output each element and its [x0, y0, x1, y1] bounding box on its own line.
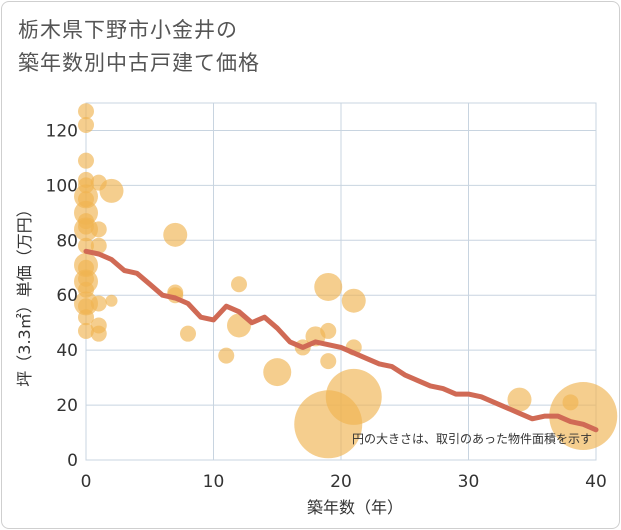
data-point — [163, 222, 188, 247]
y-tick-label: 120 — [46, 121, 78, 141]
data-point — [99, 178, 124, 203]
data-point — [78, 152, 94, 169]
x-tick-label: 40 — [585, 472, 607, 492]
y-tick-label: 20 — [56, 396, 78, 416]
x-tick-label: 0 — [81, 472, 92, 492]
data-point — [549, 382, 618, 451]
data-point — [78, 298, 94, 315]
y-tick-label: 60 — [56, 286, 78, 306]
y-tick-label: 100 — [46, 176, 78, 196]
trend-line-group — [83, 248, 599, 433]
chart-title-line2: 築年数別中古戸建て価格 — [18, 51, 260, 75]
y-tick-label: 40 — [56, 341, 78, 361]
x-tick-label: 10 — [203, 472, 225, 492]
data-point — [180, 325, 196, 342]
data-point — [507, 387, 532, 412]
data-point — [74, 217, 98, 242]
data-point — [263, 358, 292, 387]
y-tick-label: 0 — [67, 451, 78, 471]
data-points — [74, 103, 618, 459]
x-axis-label: 築年数（年） — [307, 498, 403, 517]
data-point — [314, 272, 343, 301]
data-point — [320, 322, 337, 339]
data-point — [325, 368, 382, 425]
data-point — [231, 276, 247, 293]
data-point — [341, 288, 366, 313]
y-axis-label: 坪（3.3㎡）単価（万円） — [15, 201, 34, 386]
size-annotation: 円の大きさは、取引のあった物件面積を示す — [352, 431, 592, 446]
data-point — [90, 295, 107, 312]
x-tick-label: 30 — [458, 472, 480, 492]
chart-title: 栃木県下野市小金井の 築年数別中古戸建て価格 — [18, 14, 260, 80]
data-point — [78, 309, 94, 326]
data-point — [218, 347, 235, 364]
trend-line — [83, 248, 599, 433]
data-point — [105, 294, 118, 307]
data-point — [320, 353, 337, 370]
data-point — [90, 237, 107, 254]
chart-title-line1: 栃木県下野市小金井の — [18, 18, 238, 42]
data-point — [78, 103, 94, 120]
data-point — [90, 325, 107, 342]
tick-labels: 0 20 40 60 80 100 120 0 10 20 30 40 — [46, 121, 607, 492]
x-tick-label: 20 — [330, 472, 352, 492]
data-point — [90, 221, 107, 238]
data-point — [78, 116, 94, 133]
data-point — [78, 322, 94, 339]
y-tick-label: 80 — [56, 231, 78, 251]
